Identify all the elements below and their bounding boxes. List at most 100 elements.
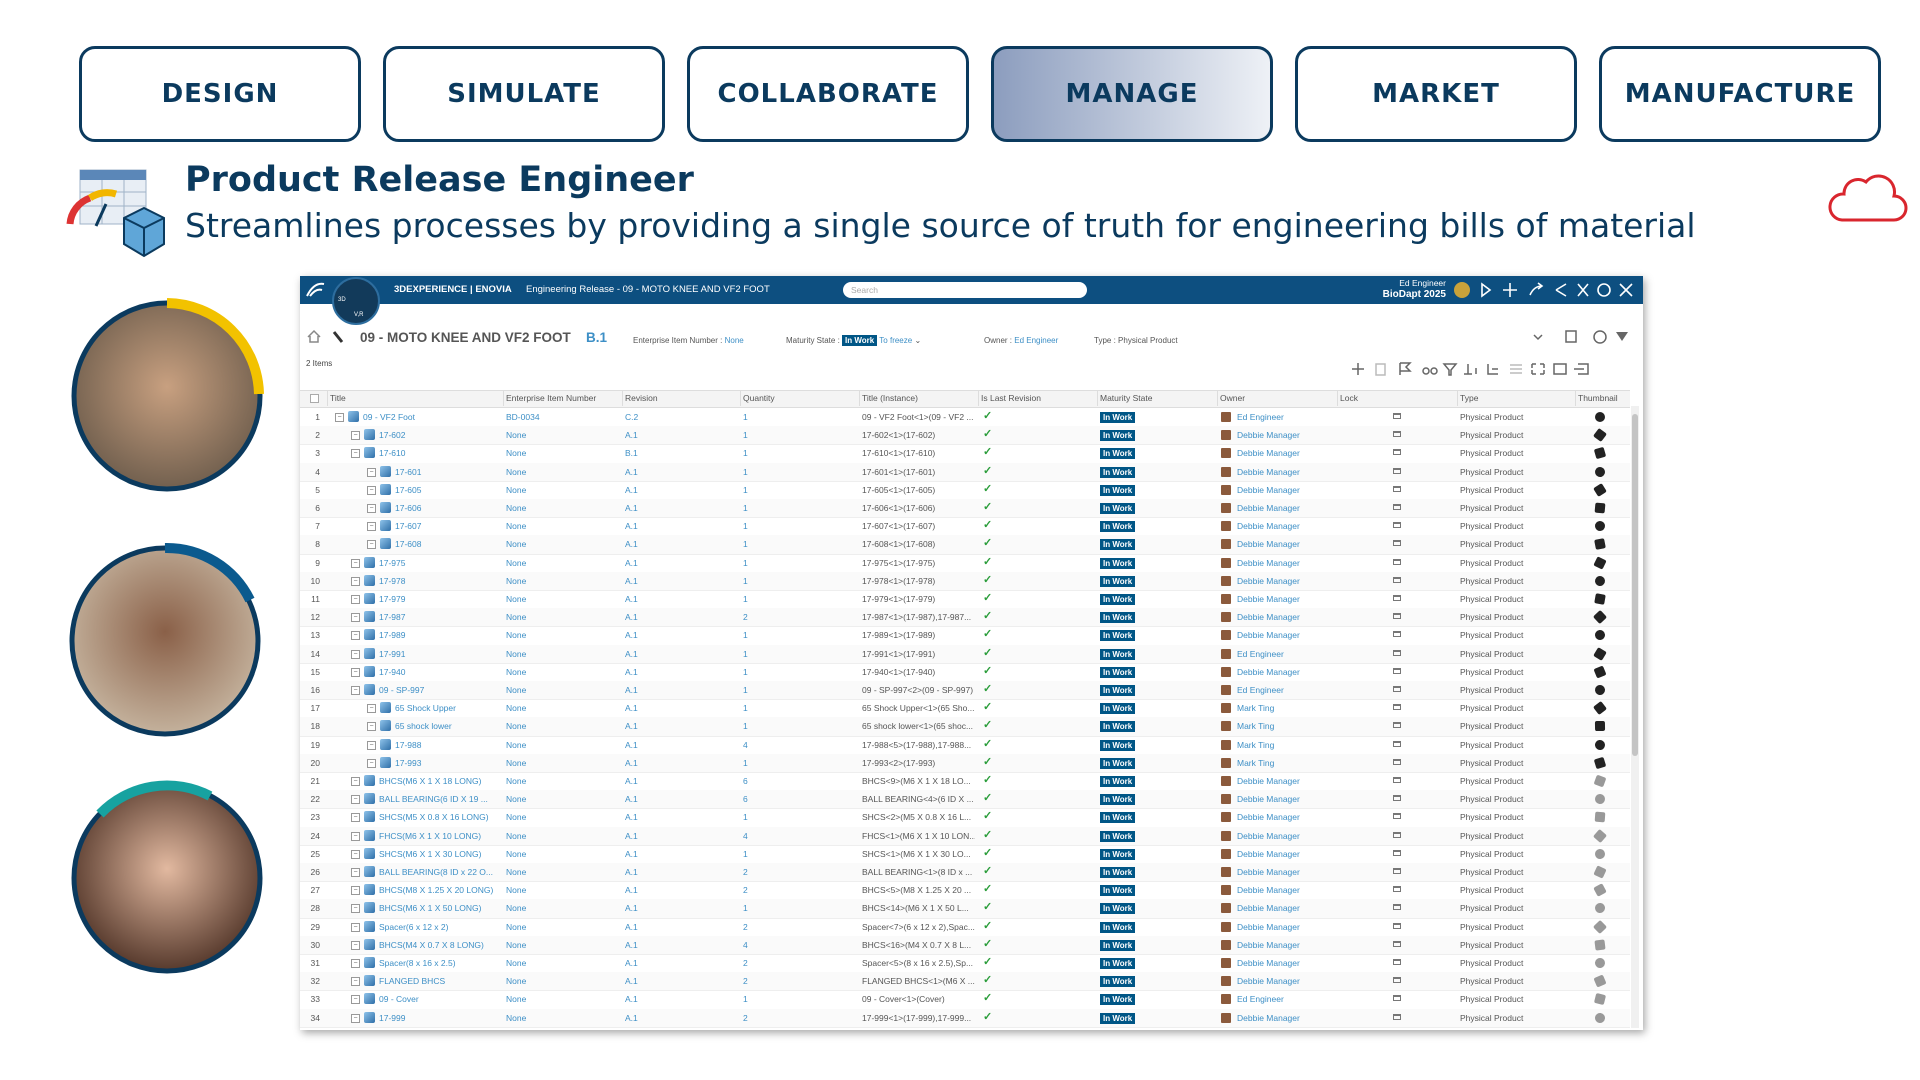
grid-row[interactable]: 2 − 17-602 None A.1 1 17-602<1>(17-602) In Work… — [300, 426, 1630, 446]
cell-title[interactable]: 17-608 — [395, 539, 422, 550]
lock-icon[interactable] — [1393, 649, 1401, 656]
cell-title[interactable]: BALL BEARING(8 ID x 22 O... — [379, 867, 494, 877]
expand-toggle[interactable]: − — [351, 922, 360, 932]
cell-text[interactable]: 1 — [743, 812, 748, 823]
expand-toggle[interactable]: − — [351, 595, 360, 604]
cell-title[interactable]: 17-987 — [379, 612, 406, 623]
lock-icon[interactable] — [1393, 667, 1401, 674]
cell-text[interactable]: Debbie Manager — [1237, 958, 1300, 968]
cell-text[interactable]: 1 — [743, 685, 748, 695]
expand-toggle[interactable]: − — [367, 504, 376, 513]
cell-text[interactable]: Debbie Manager — [1237, 448, 1300, 459]
grid-row[interactable]: 27 − BHCS(M8 X 1.25 X 20 LONG) None A.1 2 BHCS… — [300, 881, 1630, 901]
cell-text[interactable]: Mark Ting — [1237, 739, 1275, 750]
expand-toggle[interactable]: − — [367, 740, 376, 750]
cell-text[interactable]: A.1 — [625, 848, 638, 859]
cell-text[interactable]: Debbie Manager — [1237, 903, 1300, 914]
cell-text[interactable]: None — [506, 739, 527, 750]
cell-text[interactable]: 1 — [743, 448, 748, 459]
cell-title[interactable]: 17-606 — [395, 503, 422, 513]
cell-title[interactable]: 17-601 — [395, 466, 422, 477]
cell-text[interactable]: None — [506, 430, 527, 441]
cell-title[interactable]: Spacer(8 x 16 x 2.5) — [379, 958, 456, 968]
cell-text[interactable]: Debbie Manager — [1237, 594, 1300, 604]
lock-icon[interactable] — [1393, 904, 1401, 911]
cell-text[interactable]: Debbie Manager — [1237, 867, 1300, 877]
top-actions[interactable] — [1452, 280, 1642, 300]
cell-text[interactable]: None — [506, 685, 527, 695]
cell-title[interactable]: BHCS(M6 X 1 X 50 LONG) — [379, 903, 482, 914]
lock-icon[interactable] — [1393, 886, 1401, 893]
cell-text[interactable]: Ed Engineer — [1237, 412, 1284, 422]
expand-toggle[interactable]: − — [367, 704, 376, 714]
cell-text[interactable]: None — [506, 594, 527, 604]
expand-toggle[interactable]: − — [351, 631, 360, 641]
cell-title[interactable]: 09 - VF2 Foot — [363, 412, 415, 422]
cell-text[interactable]: 1 — [743, 666, 748, 677]
column-header[interactable]: Owner — [1220, 393, 1246, 403]
cell-title[interactable]: 17-607 — [395, 521, 422, 532]
cell-title[interactable]: 09 - SP-997 — [379, 685, 425, 695]
cell-text[interactable]: 2 — [743, 612, 748, 623]
cell-text[interactable]: None — [506, 903, 527, 914]
cell-text[interactable]: None — [506, 976, 527, 987]
cell-text[interactable]: None — [506, 939, 527, 950]
grid-row[interactable]: 9 − 17-975 None A.1 1 17-975<1>(17-975) In Work… — [300, 554, 1630, 573]
cell-text[interactable]: A.1 — [625, 794, 638, 805]
grid-row[interactable]: 8 − 17-608 None A.1 1 17-608<1>(17-608) In Work… — [300, 535, 1630, 555]
cell-text[interactable]: 1 — [743, 848, 748, 859]
expand-toggle[interactable]: − — [367, 467, 376, 477]
cell-text[interactable]: Debbie Manager — [1237, 539, 1300, 550]
cell-text[interactable]: Debbie Manager — [1237, 921, 1300, 932]
select-all[interactable] — [310, 394, 319, 403]
grid-row[interactable]: 15 − 17-940 None A.1 1 17-940<1>(17-940) In Wor… — [300, 663, 1630, 682]
lock-icon[interactable] — [1393, 922, 1401, 929]
grid-row[interactable]: 17 − 65 Shock Upper None A.1 1 65 Shock Upper<… — [300, 699, 1630, 719]
cell-title[interactable]: 17-999 — [379, 1012, 406, 1023]
cell-text[interactable]: None — [506, 703, 527, 714]
cell-text[interactable]: Ed Engineer — [1237, 648, 1284, 659]
cell-text[interactable]: Debbie Manager — [1237, 939, 1300, 950]
cell-text[interactable]: 2 — [743, 1012, 748, 1023]
cell-text[interactable]: None — [506, 648, 527, 659]
grid-row[interactable]: 32 − FLANGED BHCS None A.1 2 FLANGED BHCS<1>(M… — [300, 972, 1630, 992]
expand-toggle[interactable]: − — [367, 522, 376, 532]
grid-row[interactable]: 31 − Spacer(8 x 16 x 2.5) None A.1 2 Spacer<5>… — [300, 954, 1630, 974]
cell-text[interactable]: Debbie Manager — [1237, 794, 1300, 805]
cell-text[interactable]: A.1 — [625, 903, 638, 914]
expand-toggle[interactable]: − — [351, 904, 360, 914]
cell-text[interactable]: 1 — [743, 503, 748, 513]
cell-text[interactable]: A.1 — [625, 812, 638, 823]
cell-text[interactable]: A.1 — [625, 648, 638, 659]
cell-text[interactable]: None — [506, 812, 527, 823]
cell-text[interactable]: Debbie Manager — [1237, 1012, 1300, 1023]
lock-icon[interactable] — [1393, 831, 1401, 838]
scroll-thumb[interactable] — [1632, 414, 1638, 756]
lock-icon[interactable] — [1393, 740, 1401, 747]
column-header[interactable]: Title — [330, 393, 346, 403]
grid-row[interactable]: 20 − 17-993 None A.1 1 17-993<2>(17-993) In Wor… — [300, 753, 1630, 773]
grid-row[interactable]: 5 − 17-605 None A.1 1 17-605<1>(17-605) In Work… — [300, 481, 1630, 500]
cell-text[interactable]: Debbie Manager — [1237, 885, 1300, 896]
grid-row[interactable]: 13 − 17-989 None A.1 1 17-989<1>(17-989) In Wor… — [300, 626, 1630, 646]
expand-toggle[interactable]: − — [367, 758, 376, 768]
cell-title[interactable]: BHCS(M4 X 0.7 X 8 LONG) — [379, 939, 484, 950]
cell-text[interactable]: BD-0034 — [506, 412, 540, 422]
cell-text[interactable]: Debbie Manager — [1237, 848, 1300, 859]
cell-text[interactable]: C.2 — [625, 412, 639, 422]
cell-text[interactable]: None — [506, 666, 527, 677]
cell-text[interactable]: Debbie Manager — [1237, 521, 1300, 532]
lock-icon[interactable] — [1393, 977, 1401, 984]
cell-title[interactable]: FHCS(M6 X 1 X 10 LONG) — [379, 830, 482, 841]
expand-toggle[interactable]: − — [351, 959, 360, 968]
cell-text[interactable]: Debbie Manager — [1237, 976, 1300, 987]
lock-icon[interactable] — [1393, 758, 1401, 765]
cell-text[interactable]: A.1 — [625, 867, 638, 877]
lock-icon[interactable] — [1393, 686, 1401, 692]
cell-text[interactable]: A.1 — [625, 539, 638, 550]
lock-icon[interactable] — [1393, 485, 1401, 492]
cell-text[interactable]: 1 — [743, 412, 748, 422]
column-header[interactable]: Revision — [625, 393, 658, 403]
grid-row[interactable]: 12 − 17-987 None A.1 2 17-987<1>(17-987),17-98… — [300, 608, 1630, 628]
expand-toggle[interactable]: − — [351, 649, 360, 659]
